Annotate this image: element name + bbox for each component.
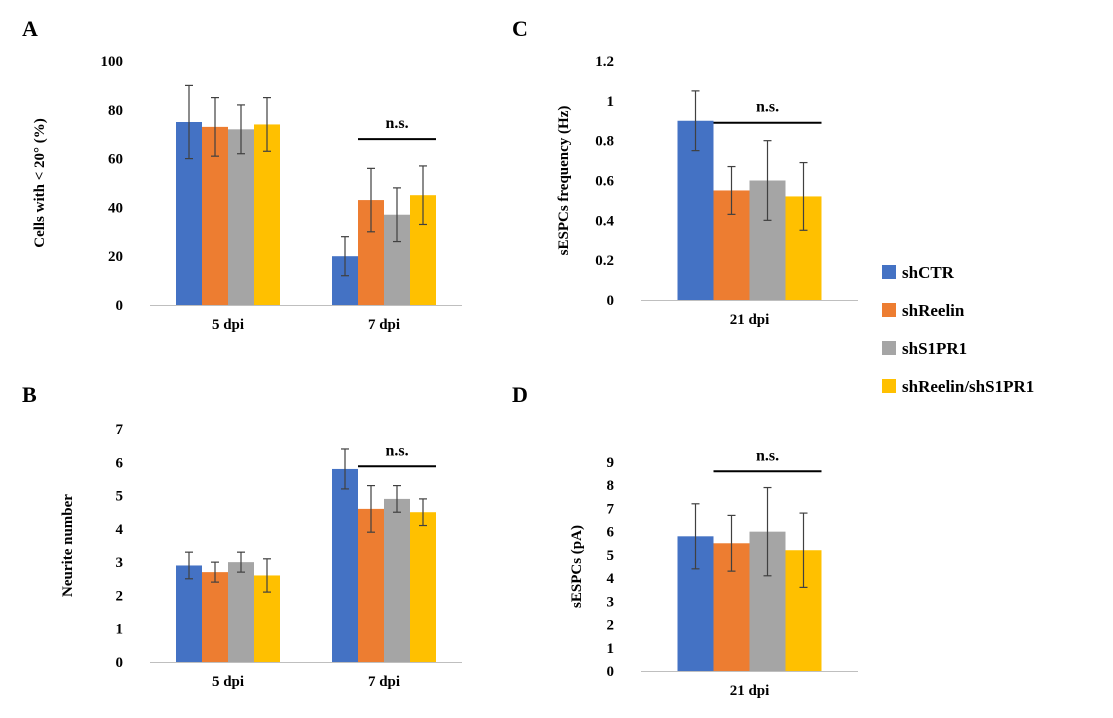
panel-b-bar-1-0 [332,468,358,662]
panel-a-y-tick-5: 100 [101,54,124,70]
panel-d-x-tick-0: 21 dpi [730,683,770,699]
legend-label-1: shReelin [902,301,965,320]
panel-c-y-tick-0: 0 [607,293,615,309]
panel-b-label: B [22,382,37,407]
panel-a-y-tick-1: 20 [108,249,123,265]
panel-b-y-tick-1: 1 [116,622,124,638]
panel-c-label: C [512,16,528,41]
legend-label-0: shCTR [902,263,955,282]
panel-c-y-tick-6: 1.2 [595,54,614,70]
panel-b-bar-1-1 [358,508,384,662]
panel-d-y-tick-4: 4 [607,571,615,587]
panel-d-significance-label-0: n.s. [756,447,779,464]
panel-c-y-tick-5: 1 [607,94,615,110]
panel-a-x-tick-0: 5 dpi [212,317,244,333]
panel-b-y-tick-5: 5 [116,489,124,505]
panel-b-y-tick-3: 3 [116,555,124,571]
panel-c-y-tick-2: 0.4 [595,213,614,229]
legend-swatch-3 [882,379,896,393]
panel-a-y-tick-3: 60 [108,152,123,168]
panel-b-x-tick-1: 7 dpi [368,674,400,690]
panel-b-y-tick-0: 0 [116,655,124,671]
legend-swatch-1 [882,303,896,317]
panel-b-bar-1-2 [384,498,410,662]
panel-b-y-tick-6: 6 [116,455,124,471]
panel-b-y-axis-title: Neurite number [60,494,76,597]
panel-d-y-tick-6: 6 [607,525,615,541]
panel-d-y-tick-2: 2 [607,618,615,634]
legend-swatch-2 [882,341,896,355]
panel-c-x-tick-0: 21 dpi [730,312,770,328]
panel-b-bar-0-1 [202,572,228,662]
panel-b-y-tick-7: 7 [116,422,124,438]
panel-a-y-tick-4: 80 [108,103,123,119]
panel-a-y-tick-0: 0 [116,298,124,314]
panel-a-x-tick-1: 7 dpi [368,317,400,333]
panel-b-x-tick-0: 5 dpi [212,674,244,690]
panel-d-label: D [512,382,528,407]
panel-a-bar-0-2 [228,129,254,305]
panel-d-y-tick-5: 5 [607,548,615,564]
panel-b-bar-0-2 [228,562,254,662]
panel-b-y-tick-4: 4 [116,522,124,538]
panel-a-significance-label-0: n.s. [385,115,408,132]
panel-d-y-tick-1: 1 [607,641,615,657]
panel-d-y-tick-8: 8 [607,478,615,494]
panel-a-y-tick-2: 40 [108,200,123,216]
panel-d-y-tick-7: 7 [607,501,615,517]
panel-b-significance-label-0: n.s. [385,442,408,459]
panel-c-significance-label-0: n.s. [756,99,779,116]
panel-d-y-tick-3: 3 [607,594,615,610]
legend-swatch-0 [882,265,896,279]
panel-b-y-tick-2: 2 [116,588,124,604]
panel-d-y-tick-9: 9 [607,455,615,471]
panel-c-y-tick-1: 0.2 [595,253,614,269]
legend-label-3: shReelin/shS1PR1 [902,377,1034,396]
panel-b-bar-0-0 [176,565,202,662]
panel-c-y-tick-3: 0.6 [595,174,614,190]
panel-b-bar-1-3 [410,512,436,662]
legend-label-2: shS1PR1 [902,339,967,358]
panel-a-y-axis-title: Cells with < 20° (%) [32,118,48,248]
panel-d-y-tick-0: 0 [607,664,615,680]
panel-d-y-axis-title: sESPCs (pA) [569,525,585,608]
panel-c-y-axis-title: sESPCs frequency (Hz) [556,106,572,256]
panel-a-bar-0-3 [254,124,280,305]
panel-c-y-tick-4: 0.8 [595,134,614,150]
panel-a-label: A [22,16,38,41]
